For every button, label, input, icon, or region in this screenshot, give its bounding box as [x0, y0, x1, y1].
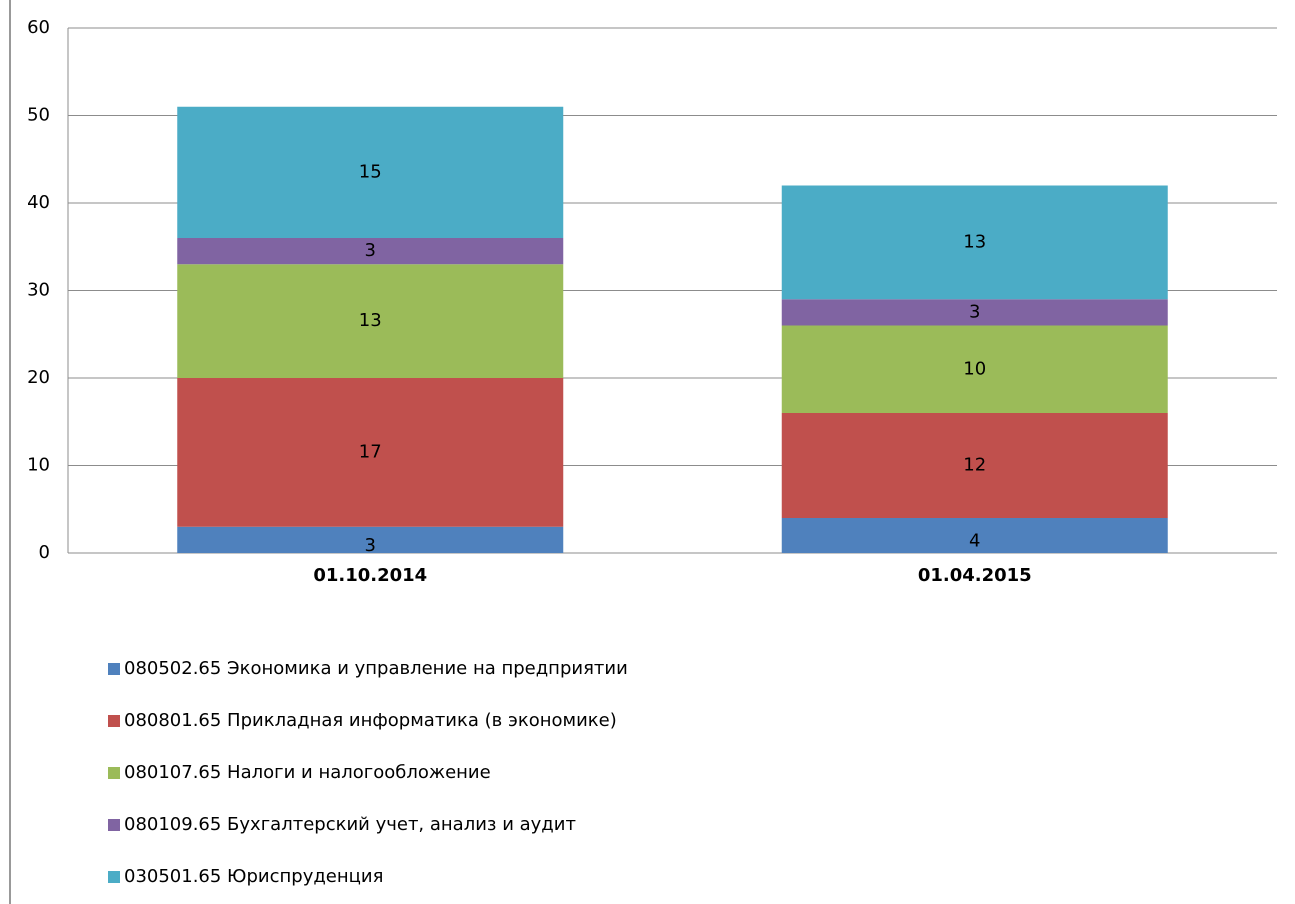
- y-tick-label: 40: [27, 192, 50, 213]
- data-label: 17: [359, 441, 382, 462]
- legend-swatch: [108, 663, 120, 675]
- bar-segment: [177, 238, 564, 265]
- legend-label: 030501.65 Юриспруденция: [124, 866, 383, 887]
- bar-segment: [177, 526, 564, 553]
- y-tick-label: 30: [27, 280, 50, 301]
- legend-swatch: [108, 715, 120, 727]
- bar-segment: [781, 185, 1168, 300]
- data-label: 3: [969, 301, 980, 322]
- bar-segment: [177, 106, 564, 238]
- data-label: 3: [365, 535, 376, 556]
- y-tick-label: 10: [27, 455, 50, 476]
- legend-swatch: [108, 819, 120, 831]
- legend-swatch: [108, 767, 120, 779]
- legend-label: 080502.65 Экономика и управление на пред…: [124, 658, 628, 679]
- data-label: 12: [963, 455, 986, 476]
- y-tick-label: 60: [27, 17, 50, 38]
- x-tick-label: 01.04.2015: [918, 565, 1032, 586]
- legend-label: 080109.65 Бухгалтерский учет, анализ и а…: [124, 814, 576, 835]
- y-tick-label: 50: [27, 105, 50, 126]
- bar-segment: [781, 518, 1168, 553]
- legend-label: 080801.65 Прикладная информатика (в экон…: [124, 710, 617, 731]
- x-tick-label: 01.10.2014: [313, 565, 427, 586]
- data-label: 15: [359, 161, 382, 182]
- legend-swatch: [108, 871, 120, 883]
- bar-segment: [781, 413, 1168, 518]
- data-label: 13: [359, 310, 382, 331]
- bar-segment: [781, 299, 1168, 326]
- y-tick-label: 0: [39, 542, 50, 563]
- data-label: 3: [365, 240, 376, 261]
- bar-segment: [177, 378, 564, 527]
- data-label: 10: [963, 358, 986, 379]
- bar-segment: [781, 325, 1168, 413]
- legend-label: 080107.65 Налоги и налогообложение: [124, 762, 491, 783]
- data-label: 4: [969, 531, 980, 552]
- bar-segment: [177, 264, 564, 378]
- data-label: 13: [963, 231, 986, 252]
- y-tick-label: 20: [27, 367, 50, 388]
